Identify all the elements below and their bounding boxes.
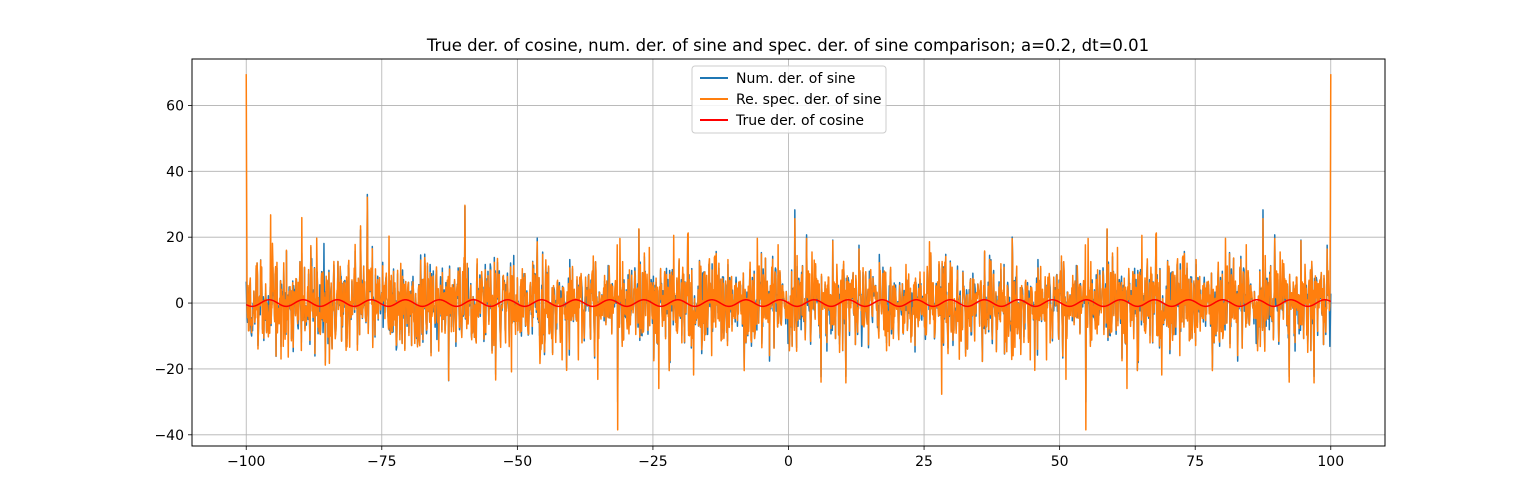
plot-area — [245, 74, 1332, 431]
legend: Num. der. of sine Re. spec. der. of sine… — [691, 65, 887, 134]
x-tick-label: 100 — [1317, 454, 1344, 470]
series-spec-der-line — [245, 74, 1332, 431]
y-tick-label: −40 — [154, 428, 184, 444]
x-tick-label: −75 — [367, 454, 397, 470]
y-tick-label: 0 — [175, 296, 184, 312]
y-tick-label: 20 — [166, 230, 184, 246]
legend-label-spec-der: Re. spec. der. of sine — [736, 92, 882, 108]
legend-label-true-der: True der. of cosine — [735, 113, 864, 129]
x-tick-label: −50 — [503, 454, 533, 470]
ticks: −100 −75 −50 −25 0 25 50 75 100 −40 −20 0 20 40 60 — [154, 98, 1344, 470]
chart-title: True der. of cosine, num. der. of sine a… — [426, 36, 1149, 55]
x-tick-label: −100 — [227, 454, 265, 470]
x-tick-label: −25 — [638, 454, 668, 470]
y-tick-label: 60 — [166, 98, 184, 114]
legend-label-num-der: Num. der. of sine — [736, 71, 855, 87]
x-tick-label: 75 — [1186, 454, 1204, 470]
series-layer — [245, 74, 1332, 431]
series-true-der-line — [245, 299, 1332, 308]
x-tick-label: 50 — [1051, 454, 1069, 470]
y-tick-label: −20 — [154, 362, 184, 378]
x-tick-label: 0 — [784, 454, 793, 470]
y-tick-label: 40 — [166, 164, 184, 180]
x-tick-label: 25 — [915, 454, 933, 470]
legend-box — [691, 65, 887, 134]
